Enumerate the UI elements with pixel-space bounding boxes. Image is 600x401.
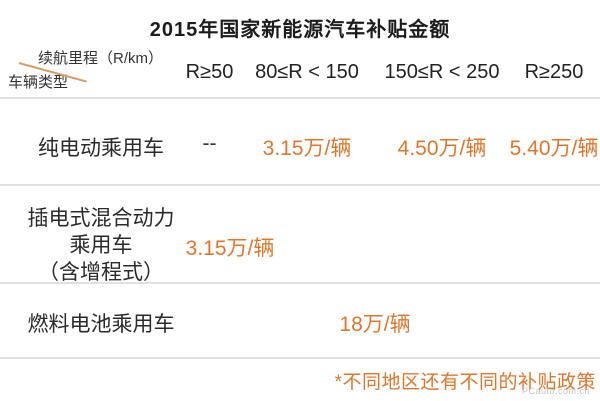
table-corner-header: 续航里程（R/km） 车辆类型	[0, 45, 180, 95]
page-title: 2015年国家新能源汽车补贴金额	[149, 19, 451, 41]
footnote: *不同地区还有不同的补贴政策	[334, 372, 596, 393]
cell-pure-electric-150-250: 4.50万/辆	[397, 137, 487, 160]
row-divider	[0, 184, 600, 186]
cell-pure-electric-r250: 5.40万/辆	[509, 137, 599, 160]
footer-divider	[0, 357, 600, 359]
row-label-fuel-cell: 燃料电池乘用车	[27, 313, 175, 336]
header-divider	[0, 97, 600, 99]
row-divider	[0, 282, 600, 284]
row-label-pure-electric: 纯电动乘用车	[38, 137, 164, 160]
column-header-150-250: 150≤R < 250	[384, 61, 500, 83]
cell-plugin-hybrid-subsidy: 3.15万/辆	[185, 237, 275, 260]
watermark: PCauto.com.cn	[521, 386, 590, 396]
corner-label-driving-range: 续航里程（R/km）	[38, 50, 163, 67]
cell-fuel-cell-subsidy: 18万/辆	[339, 313, 411, 336]
row-label-line-3: （含增程式）	[38, 261, 164, 284]
corner-label-vehicle-type: 车辆类型	[8, 74, 69, 91]
column-header-r-ge-50: R≥50	[185, 61, 234, 83]
row-label-plugin-hybrid: 插电式混合动力 乘用车 （含增程式）	[6, 205, 196, 286]
column-header-r-ge-250: R≥250	[524, 61, 584, 83]
row-label-line-1: 插电式混合动力	[27, 207, 175, 230]
row-label-line-2: 乘用车	[69, 234, 133, 257]
cell-pure-electric-r50: --	[202, 132, 217, 155]
column-header-80-150: 80≤R < 150	[255, 61, 359, 83]
cell-pure-electric-80-150: 3.15万/辆	[262, 137, 352, 160]
